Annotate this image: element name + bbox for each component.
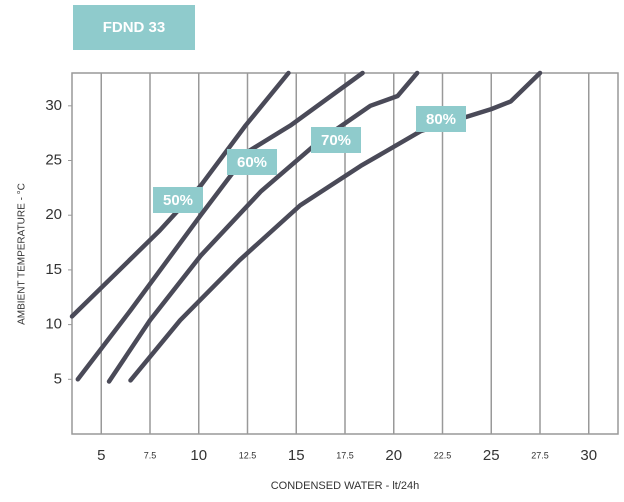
x-tick-label: 5 bbox=[97, 447, 105, 464]
series-line bbox=[75, 70, 365, 382]
title-box bbox=[73, 5, 195, 50]
series-label-box bbox=[153, 187, 203, 213]
chart-title: FDND 33 bbox=[103, 19, 166, 36]
y-tick-label: 30 bbox=[45, 97, 62, 114]
x-tick-label: 20 bbox=[385, 447, 402, 464]
series-label-box bbox=[227, 149, 277, 175]
series-line bbox=[69, 70, 291, 319]
x-tick-label: 10 bbox=[190, 447, 207, 464]
y-axis-label: AMBIENT TEMPERATURE - °C bbox=[17, 183, 28, 325]
x-tick-label: 27.5 bbox=[531, 450, 549, 460]
series-label: 60% bbox=[237, 154, 267, 171]
series-label-box bbox=[416, 106, 466, 132]
y-tick-label: 20 bbox=[45, 206, 62, 223]
x-tick-label: 17.5 bbox=[336, 450, 354, 460]
y-tick-label: 10 bbox=[45, 316, 62, 333]
series-line bbox=[128, 70, 543, 383]
series-label: 50% bbox=[163, 192, 193, 209]
y-tick-label: 15 bbox=[45, 261, 62, 278]
x-tick-label: 22.5 bbox=[434, 450, 452, 460]
series-label-box bbox=[311, 127, 361, 153]
series-line bbox=[106, 70, 420, 384]
x-tick-label: 15 bbox=[288, 447, 305, 464]
series-label: 70% bbox=[321, 132, 351, 149]
x-tick-label: 25 bbox=[483, 447, 500, 464]
y-tick-label: 5 bbox=[54, 370, 62, 387]
x-tick-label: 7.5 bbox=[144, 450, 157, 460]
x-tick-label: 12.5 bbox=[239, 450, 257, 460]
x-tick-label: 30 bbox=[580, 447, 597, 464]
y-tick-label: 25 bbox=[45, 151, 62, 168]
x-axis-label: CONDENSED WATER - lt/24h bbox=[271, 480, 420, 492]
series-label: 80% bbox=[426, 111, 456, 128]
